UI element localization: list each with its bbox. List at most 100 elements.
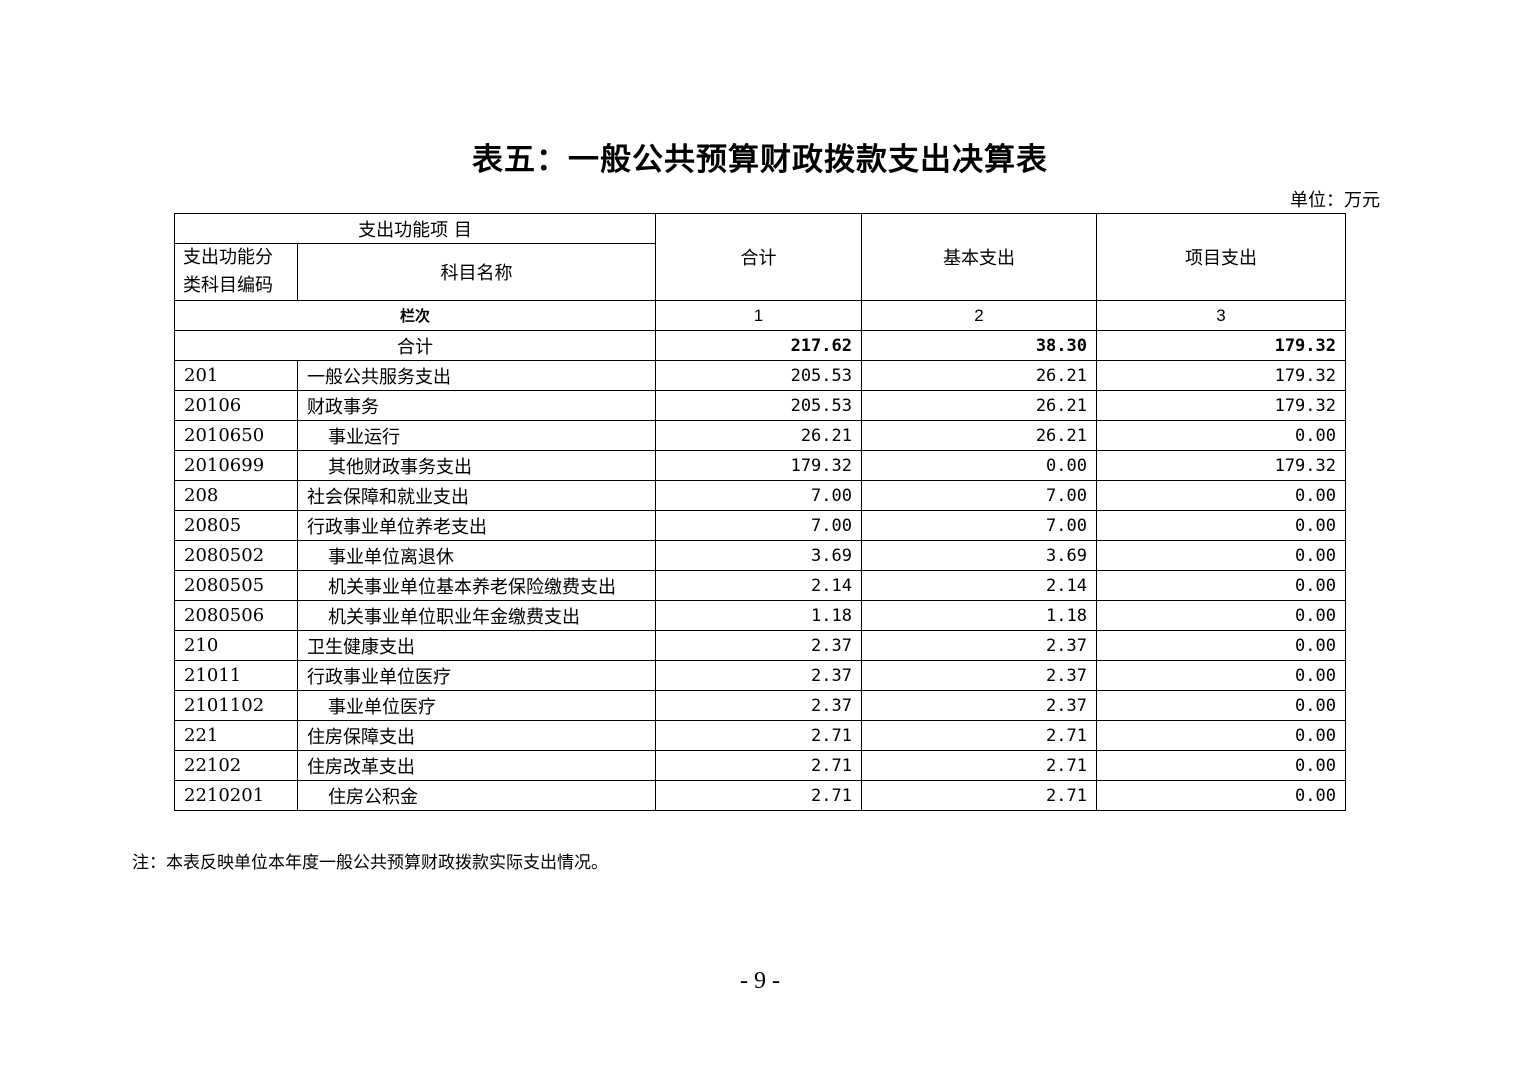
row-name: 行政事业单位医疗 [297, 660, 656, 691]
row-code: 210 [174, 630, 298, 661]
table-row: 2080502 事业单位离退休 3.69 3.69 0.00 [174, 540, 1346, 571]
total-value: 217.62 [655, 330, 862, 361]
row-project: 0.00 [1096, 510, 1346, 541]
row-total: 205.53 [655, 390, 862, 421]
row-basic: 26.21 [861, 420, 1097, 451]
row-project: 0.00 [1096, 690, 1346, 721]
page-title: 表五：一般公共预算财政拨款支出决算表 [472, 142, 1048, 178]
row-basic: 7.00 [861, 480, 1097, 511]
header-row: 支出功能项 目 合计 基本支出 项目支出 [174, 213, 1346, 301]
row-basic: 2.37 [861, 660, 1097, 691]
row-basic: 2.71 [861, 750, 1097, 781]
row-project: 0.00 [1096, 570, 1346, 601]
row-name: 事业单位离退休 [297, 540, 656, 571]
row-project: 0.00 [1096, 660, 1346, 691]
row-name: 事业运行 [297, 420, 656, 451]
row-total: 2.14 [655, 570, 862, 601]
row-name: 机关事业单位职业年金缴费支出 [297, 600, 656, 631]
row-total: 2.71 [655, 720, 862, 751]
row-project: 0.00 [1096, 750, 1346, 781]
row-code: 2080502 [174, 540, 298, 571]
row-code: 20805 [174, 510, 298, 541]
row-basic: 0.00 [861, 450, 1097, 481]
row-total: 205.53 [655, 360, 862, 391]
row-basic: 7.00 [861, 510, 1097, 541]
row-total: 7.00 [655, 510, 862, 541]
header-row: 支出功能分类科目编码 科目名称 [174, 243, 1346, 301]
row-total: 1.18 [655, 600, 862, 631]
row-code: 2210201 [174, 780, 298, 811]
row-basic: 3.69 [861, 540, 1097, 571]
row-total: 2.37 [655, 630, 862, 661]
table-row: 2080505 机关事业单位基本养老保险缴费支出 2.14 2.14 0.00 [174, 570, 1346, 601]
row-code: 201 [174, 360, 298, 391]
column-number: 2 [861, 300, 1097, 331]
row-name: 机关事业单位基本养老保险缴费支出 [297, 570, 656, 601]
row-code: 20106 [174, 390, 298, 421]
column-number: 3 [1096, 300, 1346, 331]
row-code: 22102 [174, 750, 298, 781]
row-basic: 2.37 [861, 630, 1097, 661]
unit-label: 单位：万元 [1290, 190, 1380, 211]
row-total: 7.00 [655, 480, 862, 511]
column-label: 栏次 [174, 300, 656, 331]
row-project: 179.32 [1096, 390, 1346, 421]
expenditure-table: 支出功能项 目 合计 基本支出 项目支出 支出功能分类科目编码 科目名称 栏次 … [174, 213, 1346, 811]
column-number: 1 [655, 300, 862, 331]
row-total: 2.71 [655, 750, 862, 781]
row-project: 0.00 [1096, 600, 1346, 631]
row-basic: 26.21 [861, 360, 1097, 391]
row-code: 21011 [174, 660, 298, 691]
row-basic: 2.37 [861, 690, 1097, 721]
total-row: 合计 217.62 38.30 179.32 [174, 330, 1346, 361]
header-group: 支出功能项 目 [174, 213, 656, 244]
table-row: 2101102 事业单位医疗 2.37 2.37 0.00 [174, 690, 1346, 721]
row-code: 2080506 [174, 600, 298, 631]
header-basic: 基本支出 [861, 213, 1097, 301]
row-code: 208 [174, 480, 298, 511]
row-name: 住房公积金 [297, 780, 656, 811]
row-project: 0.00 [1096, 780, 1346, 811]
row-code: 2080505 [174, 570, 298, 601]
table-row: 20106 财政事务 205.53 26.21 179.32 [174, 390, 1346, 421]
row-total: 2.37 [655, 690, 862, 721]
row-basic: 2.14 [861, 570, 1097, 601]
header-total: 合计 [655, 213, 862, 301]
row-code: 221 [174, 720, 298, 751]
row-project: 0.00 [1096, 480, 1346, 511]
table-row: 201 一般公共服务支出 205.53 26.21 179.32 [174, 360, 1346, 391]
row-code: 2010699 [174, 450, 298, 481]
row-basic: 2.71 [861, 780, 1097, 811]
row-name: 住房保障支出 [297, 720, 656, 751]
row-name: 住房改革支出 [297, 750, 656, 781]
row-total: 26.21 [655, 420, 862, 451]
table-row: 221 住房保障支出 2.71 2.71 0.00 [174, 720, 1346, 751]
table-row: 2010699 其他财政事务支出 179.32 0.00 179.32 [174, 450, 1346, 481]
row-project: 0.00 [1096, 630, 1346, 661]
row-total: 3.69 [655, 540, 862, 571]
row-project: 179.32 [1096, 360, 1346, 391]
row-name: 其他财政事务支出 [297, 450, 656, 481]
table-note: 注：本表反映单位本年度一般公共预算财政拨款实际支出情况。 [132, 853, 608, 873]
table-row: 2210201 住房公积金 2.71 2.71 0.00 [174, 780, 1346, 811]
row-name: 行政事业单位养老支出 [297, 510, 656, 541]
row-basic: 1.18 [861, 600, 1097, 631]
row-project: 0.00 [1096, 720, 1346, 751]
table-row: 2080506 机关事业单位职业年金缴费支出 1.18 1.18 0.00 [174, 600, 1346, 631]
page-number: - 9 - [740, 968, 780, 994]
row-code: 2101102 [174, 690, 298, 721]
row-project: 0.00 [1096, 420, 1346, 451]
row-code: 2010650 [174, 420, 298, 451]
row-project: 179.32 [1096, 450, 1346, 481]
row-project: 0.00 [1096, 540, 1346, 571]
table-row: 2010650 事业运行 26.21 26.21 0.00 [174, 420, 1346, 451]
row-total: 2.37 [655, 660, 862, 691]
total-basic: 38.30 [861, 330, 1097, 361]
total-project: 179.32 [1096, 330, 1346, 361]
row-basic: 2.71 [861, 720, 1097, 751]
row-basic: 26.21 [861, 390, 1097, 421]
table-row: 22102 住房改革支出 2.71 2.71 0.00 [174, 750, 1346, 781]
table-row: 20805 行政事业单位养老支出 7.00 7.00 0.00 [174, 510, 1346, 541]
row-name: 卫生健康支出 [297, 630, 656, 661]
table-row: 21011 行政事业单位医疗 2.37 2.37 0.00 [174, 660, 1346, 691]
